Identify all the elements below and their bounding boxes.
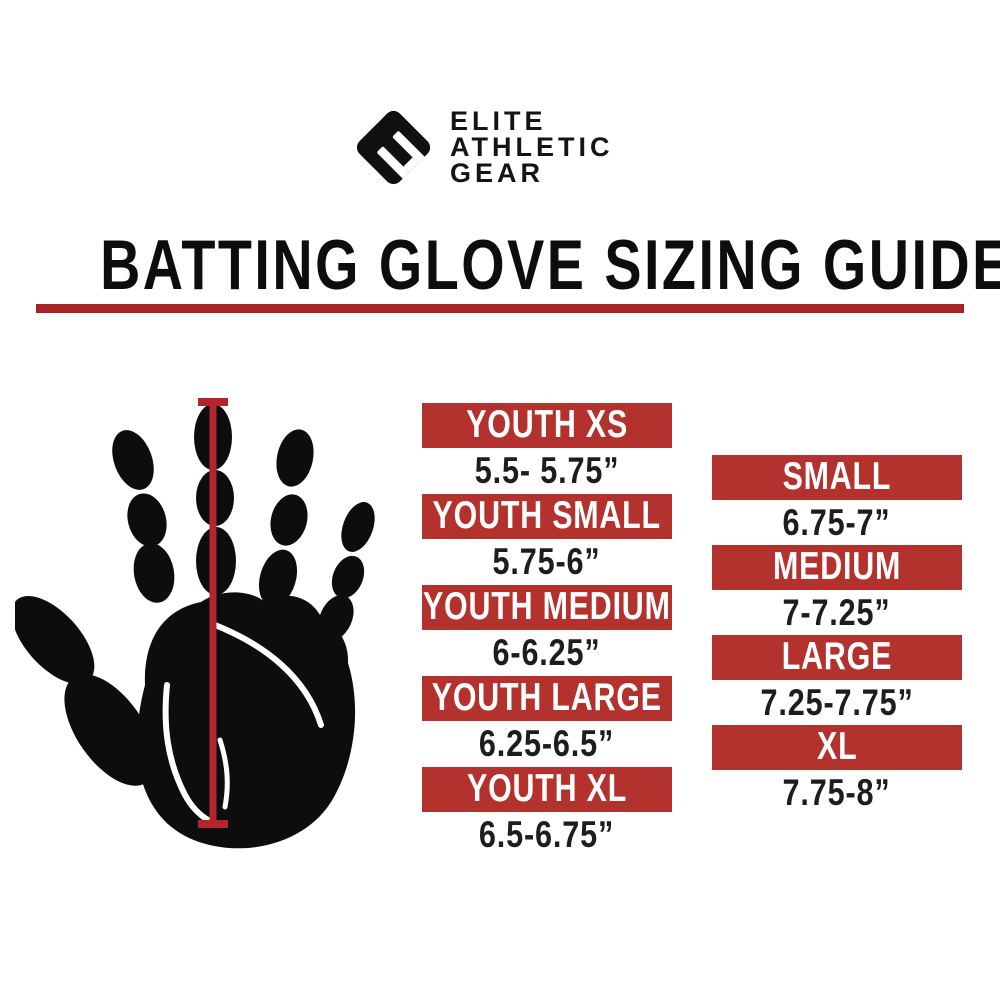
size-banner: XL (712, 725, 962, 770)
size-range: 7.25-7.75” (760, 681, 914, 723)
size-range: 6.5-6.75” (479, 813, 615, 856)
hand-measurement-diagram (11, 385, 405, 855)
brand-monogram-icon (350, 104, 436, 190)
size-range: 5.75-6” (492, 540, 602, 583)
handprint-silhouette-icon (11, 398, 375, 849)
brand-word-athletic: ATHLETIC (450, 132, 614, 162)
adult-size-column: SMALL 6.75-7” MEDIUM 7-7.25” LARGE 7.25-… (712, 455, 962, 815)
size-row-youth-medium: YOUTH MEDIUM 6-6.25” (422, 585, 672, 676)
size-banner: MEDIUM (712, 545, 962, 590)
size-range: 7.75-8” (782, 771, 892, 813)
size-banner: YOUTH XL (422, 767, 672, 812)
size-banner: YOUTH XS (422, 403, 672, 448)
title-underline (36, 304, 964, 313)
size-banner: SMALL (712, 455, 962, 500)
brand-word-gear: GEAR (450, 158, 545, 188)
brand-word-elite: ELITE (450, 106, 547, 136)
brand-logo: ELITE ATHLETIC GEAR (350, 104, 613, 190)
page-title: BATTING GLOVE SIZING GUIDE (100, 225, 1000, 305)
youth-size-column: YOUTH XS 5.5- 5.75” YOUTH SMALL 5.75-6” … (422, 403, 672, 858)
size-row-medium: MEDIUM 7-7.25” (712, 545, 962, 635)
size-row-small: SMALL 6.75-7” (712, 455, 962, 545)
size-range: 5.5- 5.75” (474, 449, 620, 492)
size-range: 6.25-6.5” (479, 722, 615, 765)
size-row-large: LARGE 7.25-7.75” (712, 635, 962, 725)
size-range: 6-6.25” (492, 631, 602, 674)
size-range: 6.75-7” (782, 501, 892, 543)
size-row-youth-large: YOUTH LARGE 6.25-6.5” (422, 676, 672, 767)
size-banner: YOUTH MEDIUM (422, 585, 672, 630)
size-row-youth-xs: YOUTH XS 5.5- 5.75” (422, 403, 672, 494)
vertical-measure-line-icon (198, 398, 228, 828)
size-row-xl: XL 7.75-8” (712, 725, 962, 815)
size-row-youth-xl: YOUTH XL 6.5-6.75” (422, 767, 672, 858)
size-banner: YOUTH LARGE (422, 676, 672, 721)
size-range: 7-7.25” (782, 591, 892, 633)
size-banner: LARGE (712, 635, 962, 680)
brand-wordmark: ELITE ATHLETIC GEAR (450, 106, 614, 188)
size-row-youth-small: YOUTH SMALL 5.75-6” (422, 494, 672, 585)
size-banner: YOUTH SMALL (422, 494, 672, 539)
